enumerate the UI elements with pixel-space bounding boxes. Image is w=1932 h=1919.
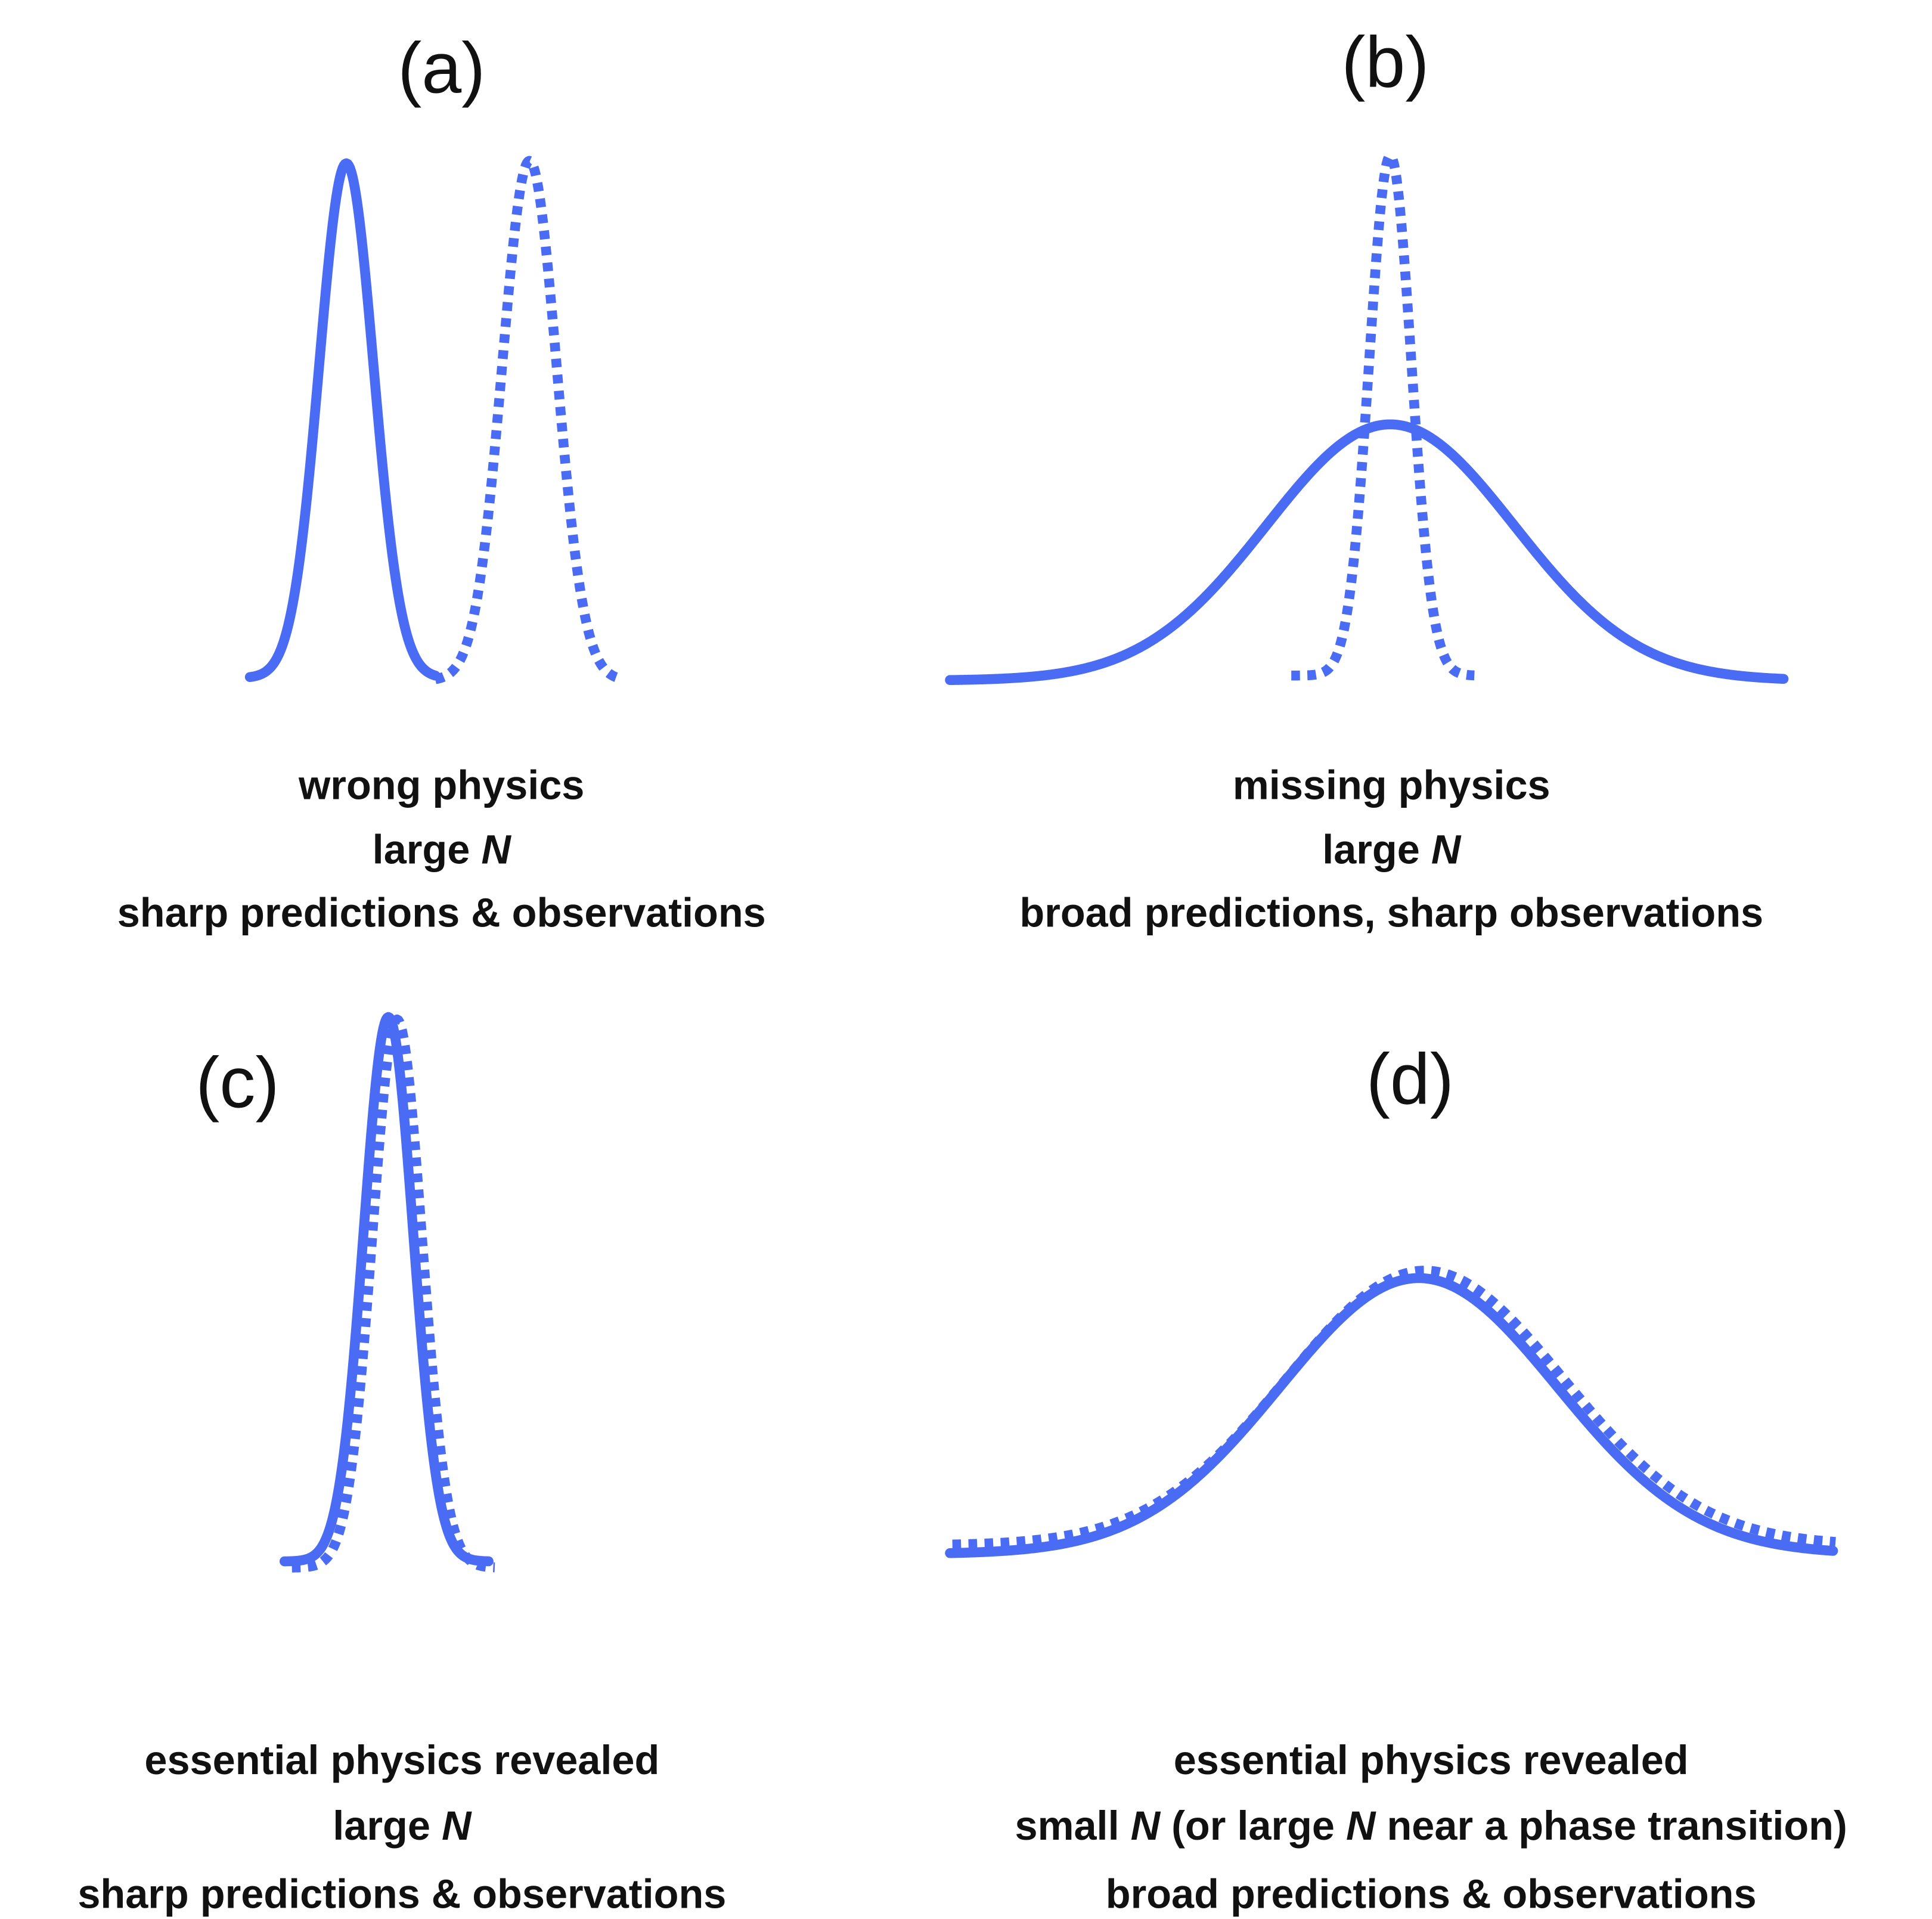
caption-text: N [481,827,511,873]
caption-line: broad predictions, sharp observations [1019,889,1763,935]
caption-text: essential physics revealed [1174,1737,1689,1783]
caption-line: sharp predictions & observations [117,889,766,935]
caption-text: sharp predictions & observations [77,1871,726,1917]
caption-text: large [1322,827,1431,873]
caption-text: small [1015,1803,1131,1849]
caption-text: large [373,827,482,873]
caption-line: missing physics [1233,762,1550,808]
prediction-curve [945,419,1789,686]
panel-label: (a) [398,28,485,108]
caption-text: N [1431,827,1462,873]
observation-curve [432,156,622,684]
caption-line: large N [333,1803,472,1849]
observation-curve [1287,151,1478,681]
caption-text: wrong physics [298,762,584,808]
caption-text: essential physics revealed [144,1737,659,1783]
caption-text: N [442,1803,472,1849]
caption-text: missing physics [1233,762,1550,808]
prediction-curve [279,1012,494,1567]
caption-text: (or large [1160,1803,1346,1849]
caption-text: large [333,1803,442,1849]
curves [244,151,1840,1573]
caption-line: large N [1322,827,1462,873]
caption-text: N [1131,1803,1161,1849]
caption-text: broad predictions, sharp observations [1019,889,1763,935]
caption-text: broad predictions & observations [1106,1871,1757,1917]
panel-label: (d) [1366,1038,1454,1119]
caption-line: large N [373,827,512,873]
panel-label: (c) [196,1043,279,1123]
caption-text: N [1346,1803,1376,1849]
caption-line: essential physics revealed [1174,1737,1689,1783]
caption-line: essential physics revealed [144,1737,659,1783]
observation-curve [288,1014,499,1573]
caption-line: sharp predictions & observations [77,1871,726,1917]
caption-line: small N (or large N near a phase transit… [1015,1803,1847,1849]
caption-line: wrong physics [298,762,584,808]
caption-text: sharp predictions & observations [117,889,766,935]
panel-label: (b) [1341,21,1429,102]
caption-line: broad predictions & observations [1106,1871,1757,1917]
prediction-curve [244,158,441,683]
observation-curve [948,1266,1840,1550]
caption-text: near a phase transition) [1375,1803,1847,1849]
prediction-curve [945,1273,1838,1558]
